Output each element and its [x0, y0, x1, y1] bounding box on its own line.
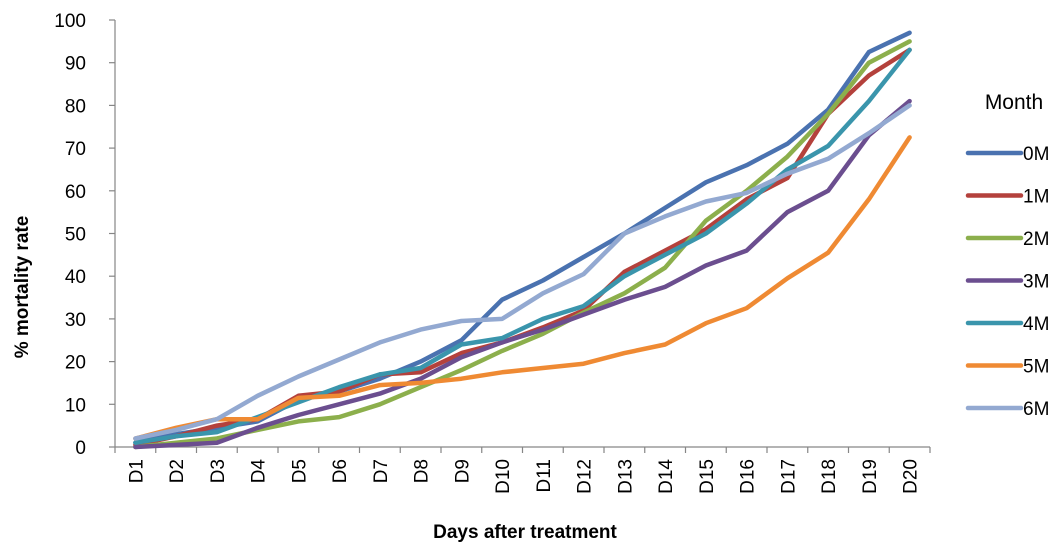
series-line-1M — [133, 47, 912, 448]
x-tick-label: D20 — [901, 459, 922, 494]
legend-label-5M: 5M — [1023, 357, 1049, 378]
x-tick-label: D10 — [493, 459, 514, 494]
y-tick-label: 50 — [65, 225, 86, 246]
series-line-5M — [133, 135, 912, 441]
series-lines — [133, 30, 912, 450]
y-tick-label: 90 — [65, 54, 86, 75]
y-tick-label: 10 — [65, 395, 86, 416]
y-tick-label: 20 — [65, 353, 86, 374]
x-tick-label: D14 — [656, 459, 677, 494]
x-tick-label: D3 — [208, 459, 229, 483]
legend-label-6M: 6M — [1023, 399, 1049, 420]
y-axis-ticks: 0 10 20 30 40 50 60 70 80 90 100 — [54, 11, 115, 459]
x-tick-label: D7 — [371, 459, 392, 483]
x-tick-label: D6 — [330, 459, 351, 483]
x-tick-label: D19 — [860, 459, 881, 494]
legend-label-3M: 3M — [1023, 272, 1049, 293]
legend-title: Month — [985, 91, 1043, 114]
series-line-3M — [133, 98, 912, 450]
series-line-2M — [133, 39, 912, 450]
y-tick-label: 60 — [65, 182, 86, 203]
y-tick-label: 70 — [65, 139, 86, 160]
y-tick-label: 40 — [65, 267, 86, 288]
axes — [114, 20, 930, 448]
x-tick-label: D8 — [412, 459, 433, 483]
series-line-0M — [133, 30, 912, 445]
x-axis-ticks: D1 D2 D3 D4 D5 D6 D7 D8 D9 D10 D11 D12 D13 D14 D15 D16 D… — [114, 447, 931, 494]
legend-items: 0M 1M 2M 3M 4M 5M 6M — [965, 144, 1049, 420]
x-tick-label: D15 — [697, 459, 718, 494]
x-tick-label: D17 — [778, 459, 799, 494]
legend-label-4M: 4M — [1023, 314, 1049, 335]
y-tick-label: 0 — [75, 438, 86, 459]
x-tick-label: D12 — [575, 459, 596, 494]
x-tick-label: D11 — [534, 459, 555, 492]
x-axis-title: Days after treatment — [433, 522, 617, 543]
legend-label-0M: 0M — [1023, 144, 1049, 165]
x-tick-label: D18 — [819, 459, 840, 494]
series-line-6M — [133, 103, 912, 441]
y-tick-label: 80 — [65, 96, 86, 117]
x-tick-label: D2 — [167, 459, 188, 483]
x-tick-label: D4 — [249, 459, 270, 484]
y-tick-label: 30 — [65, 310, 86, 331]
x-tick-label: D9 — [452, 459, 473, 483]
x-tick-label: D13 — [615, 459, 636, 494]
y-tick-label: 100 — [54, 11, 86, 32]
x-tick-label: D5 — [289, 459, 310, 483]
legend-label-2M: 2M — [1023, 229, 1049, 250]
legend: Month 0M 1M 2M 3M 4M 5M 6M — [965, 91, 1049, 420]
x-tick-label: D1 — [126, 459, 147, 483]
series-line-4M — [133, 47, 912, 445]
x-tick-label: D16 — [738, 459, 759, 494]
legend-label-1M: 1M — [1023, 187, 1049, 208]
y-axis-title: % mortality rate — [12, 216, 33, 359]
